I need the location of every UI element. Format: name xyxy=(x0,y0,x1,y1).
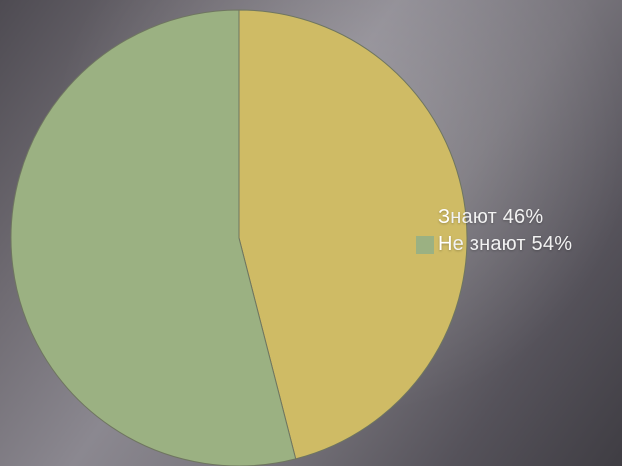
legend-swatch-ne-znayut xyxy=(416,235,434,254)
pie-slice-ne-znayut xyxy=(10,9,297,466)
legend-item-ne-znayut: Не знают 54% xyxy=(416,231,572,258)
chart-legend: Знают 46% Не знают 54% xyxy=(416,204,572,258)
legend-label-ne-znayut: Не знают 54% xyxy=(438,233,573,255)
legend-item-znayut: Знают 46% xyxy=(416,204,572,231)
pie-slice-znayut xyxy=(238,9,468,460)
legend-label-znayut: Знают 46% xyxy=(438,206,544,228)
pie-slices xyxy=(10,9,468,466)
